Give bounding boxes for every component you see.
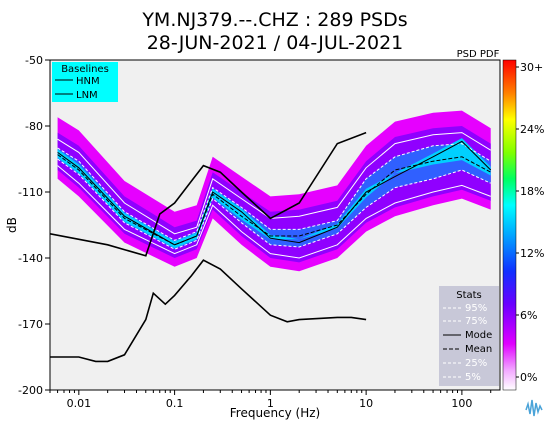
y-tick-label: -200	[18, 384, 43, 397]
legend-mode-label: Mode	[465, 330, 492, 341]
stats-legend-title: Stats	[456, 290, 482, 301]
stats-line-25pct	[57, 158, 491, 250]
x-axis-label: Frequency (Hz)	[230, 406, 321, 420]
axes: 0.01 0.1 1 10 100 -50 -80 -110 -140 -170 -200	[18, 54, 501, 410]
legend-lnm-label: LNM	[76, 90, 98, 101]
axes-frame	[49, 59, 501, 391]
colorbar-tick-label: 18%	[520, 185, 544, 198]
colorbar	[502, 59, 517, 391]
y-tick-label: -110	[18, 186, 43, 199]
x-tick-label: 0.1	[166, 397, 184, 410]
colorbar-tick-label: 30+	[520, 61, 543, 74]
legend-mean-label: Mean	[465, 344, 492, 355]
colorbar-title: PSD PDF	[457, 49, 500, 60]
y-tick-label: -140	[18, 252, 43, 265]
baseline-lines	[50, 131, 367, 363]
stats-line-mean	[57, 154, 491, 246]
legend-95-label: 95%	[465, 303, 487, 314]
x-tick-label: 100	[451, 397, 472, 410]
stats-legend: Stats 95% 75% Mode Mean 25% 5%	[439, 286, 499, 386]
colorbar-tick-label: 24%	[520, 123, 544, 136]
stats-line-5pct	[57, 165, 491, 259]
stats-legend-box	[439, 286, 499, 386]
chart-title: YM.NJ379.--.CHZ : 289 PSDs	[141, 9, 407, 31]
y-tick-label: -80	[25, 120, 43, 133]
logo-icon	[524, 398, 546, 420]
legend-5-label: 5%	[465, 372, 481, 383]
baseline-hnm	[50, 131, 367, 257]
x-tick-label: 0.01	[67, 397, 92, 410]
baselines-legend-title: Baselines	[61, 64, 109, 75]
x-tick-label: 10	[359, 397, 373, 410]
colorbar-ticks: 30+ 24% 18% 12% 6% 0%	[516, 61, 544, 384]
baselines-legend: Baselines HNM LNM	[52, 62, 118, 102]
colorbar-tick-label: 0%	[520, 371, 537, 384]
baseline-lnm	[50, 259, 367, 363]
legend-75-label: 75%	[465, 316, 487, 327]
y-tick-label: -50	[25, 54, 43, 67]
colorbar-tick-label: 6%	[520, 309, 537, 322]
legend-25-label: 25%	[465, 358, 487, 369]
colorbar-tick-label: 12%	[520, 247, 544, 260]
baselines-legend-box	[52, 62, 118, 102]
chart-subtitle: 28-JUN-2021 / 04-JUL-2021	[147, 32, 404, 54]
stats-line-mode	[57, 140, 492, 246]
x-tick-label: 1	[267, 397, 274, 410]
stats-line-75pct	[57, 143, 491, 241]
y-tick-label: -170	[18, 318, 43, 331]
legend-hnm-label: HNM	[76, 76, 100, 87]
density-band-75-25	[57, 143, 491, 250]
y-axis-label: dB	[5, 217, 19, 233]
